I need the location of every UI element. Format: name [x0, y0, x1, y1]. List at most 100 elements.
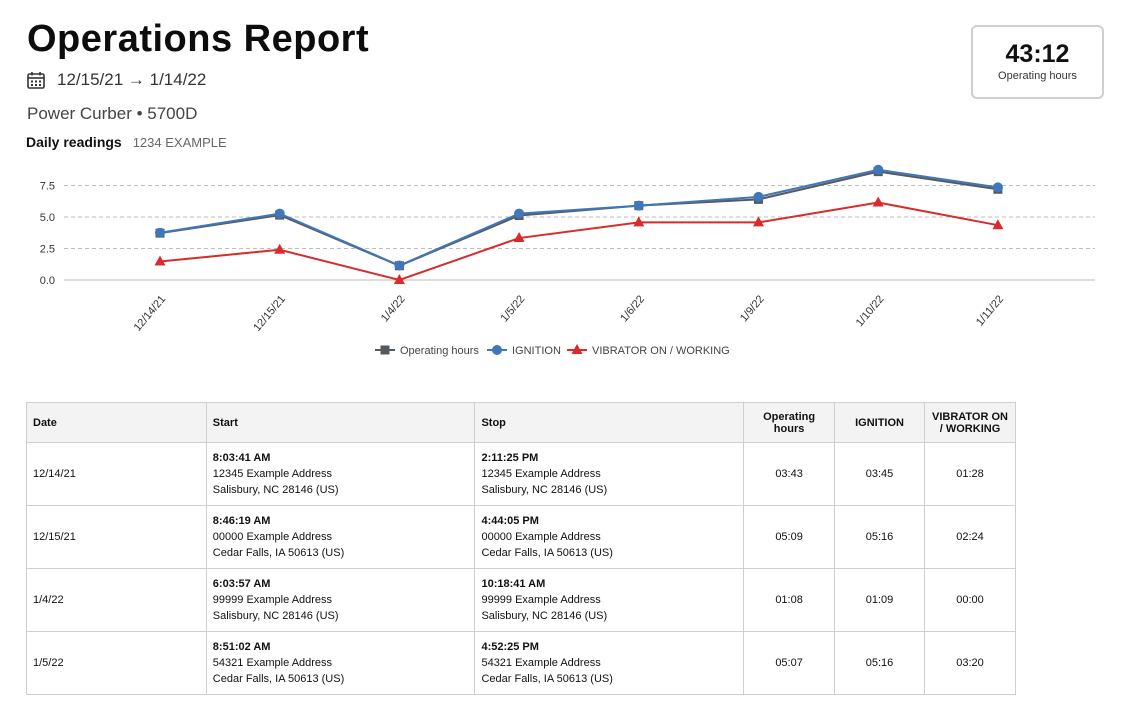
cell-date: 1/5/22	[27, 632, 207, 695]
cell-date: 1/4/22	[27, 569, 207, 632]
data-point-circle	[873, 165, 883, 175]
x-tick-label: 12/14/21	[132, 293, 169, 334]
cell-operating-hours: 03:43	[744, 443, 835, 506]
start-address: 54321 Example Address	[213, 655, 474, 671]
col-date[interactable]: Date	[27, 403, 207, 443]
start-address: 99999 Example Address	[213, 592, 474, 608]
data-point-circle	[514, 209, 524, 219]
x-tick-label: 1/4/22	[379, 293, 408, 324]
operating-hours-card: 43:12 Operating hours	[971, 25, 1104, 99]
cell-start: 8:03:41 AM 12345 Example Address Salisbu…	[206, 443, 475, 506]
operating-hours-total: 43:12	[973, 40, 1102, 69]
stop-time: 4:44:05 PM	[481, 513, 742, 529]
y-tick-label: 7.5	[40, 181, 55, 193]
col-ignition[interactable]: IGNITION	[835, 403, 925, 443]
start-city: Cedar Falls, IA 50613 (US)	[213, 545, 474, 561]
cell-vibrator: 00:00	[925, 569, 1016, 632]
table-header-row: Date Start Stop Operating hours IGNITION…	[27, 403, 1016, 443]
daily-readings-chart: 0.0 2.5 5.0 7.5 12/14/21 12/15/21 1/4/22 1/5/22…	[0, 160, 1132, 370]
series-line	[160, 203, 998, 280]
cell-ignition: 05:16	[835, 506, 925, 569]
cell-ignition: 03:45	[835, 443, 925, 506]
cell-vibrator: 01:28	[925, 443, 1016, 506]
y-tick-label: 5.0	[40, 212, 55, 224]
date-range: 12/15/21 → 1/14/22	[27, 70, 206, 90]
col-stop[interactable]: Stop	[475, 403, 744, 443]
cell-start: 8:46:19 AM 00000 Example Address Cedar F…	[206, 506, 475, 569]
start-city: Salisbury, NC 28146 (US)	[213, 482, 474, 498]
table-row: 12/15/21 8:46:19 AM 00000 Example Addres…	[27, 506, 1016, 569]
daily-readings-header: Daily readings 1234 EXAMPLE	[26, 134, 227, 150]
machine-name: Power Curber • 5700D	[27, 104, 197, 124]
y-tick-label: 0.0	[40, 275, 55, 287]
data-point-triangle	[873, 197, 884, 207]
data-point-circle	[993, 182, 1003, 192]
cell-ignition: 01:09	[835, 569, 925, 632]
stop-address: 54321 Example Address	[481, 655, 742, 671]
cell-stop: 4:44:05 PM 00000 Example Address Cedar F…	[475, 506, 744, 569]
stop-time: 10:18:41 AM	[481, 576, 742, 592]
cell-stop: 2:11:25 PM 12345 Example Address Salisbu…	[475, 443, 744, 506]
date-range-text: 12/15/21 → 1/14/22	[57, 70, 206, 90]
start-time: 8:03:41 AM	[213, 450, 474, 466]
cell-operating-hours: 01:08	[744, 569, 835, 632]
start-time: 8:51:02 AM	[213, 639, 474, 655]
series-circle	[155, 165, 1003, 271]
cell-date: 12/14/21	[27, 443, 207, 506]
daily-readings-label: Daily readings	[26, 134, 122, 150]
x-tick-label: 12/15/21	[251, 293, 288, 334]
start-time: 8:46:19 AM	[213, 513, 474, 529]
data-point-square	[381, 346, 390, 355]
data-point-circle	[492, 345, 502, 355]
start-city: Cedar Falls, IA 50613 (US)	[213, 671, 474, 687]
stop-city: Salisbury, NC 28146 (US)	[481, 482, 742, 498]
x-tick-label: 1/6/22	[618, 293, 647, 324]
chart-legend: Operating hours IGNITION VIBRATOR ON / WOR…	[375, 344, 730, 357]
table-row: 12/14/21 8:03:41 AM 12345 Example Addres…	[27, 443, 1016, 506]
table-row: 1/4/22 6:03:57 AM 99999 Example Address …	[27, 569, 1016, 632]
cell-operating-hours: 05:09	[744, 506, 835, 569]
stop-time: 2:11:25 PM	[481, 450, 742, 466]
cell-ignition: 05:16	[835, 632, 925, 695]
start-city: Salisbury, NC 28146 (US)	[213, 608, 474, 624]
cell-vibrator: 02:24	[925, 506, 1016, 569]
data-point-circle	[634, 201, 644, 211]
col-start[interactable]: Start	[206, 403, 475, 443]
x-tick-label: 1/10/22	[854, 293, 887, 329]
cell-stop: 10:18:41 AM 99999 Example Address Salisb…	[475, 569, 744, 632]
y-tick-label: 2.5	[40, 244, 55, 256]
data-point-circle	[155, 228, 165, 238]
stop-city: Cedar Falls, IA 50613 (US)	[481, 545, 742, 561]
stop-address: 99999 Example Address	[481, 592, 742, 608]
data-point-circle	[275, 209, 285, 219]
data-point-circle	[754, 192, 764, 202]
calendar-icon	[27, 71, 45, 89]
cell-date: 12/15/21	[27, 506, 207, 569]
cell-start: 6:03:57 AM 99999 Example Address Salisbu…	[206, 569, 475, 632]
cell-operating-hours: 05:07	[744, 632, 835, 695]
cell-start: 8:51:02 AM 54321 Example Address Cedar F…	[206, 632, 475, 695]
start-address: 12345 Example Address	[213, 466, 474, 482]
daily-readings-id: 1234 EXAMPLE	[133, 135, 227, 150]
start-time: 6:03:57 AM	[213, 576, 474, 592]
table-row: 1/5/22 8:51:02 AM 54321 Example Address …	[27, 632, 1016, 695]
legend-label: VIBRATOR ON / WORKING	[592, 345, 730, 357]
x-tick-label: 1/5/22	[499, 293, 528, 324]
stop-city: Cedar Falls, IA 50613 (US)	[481, 671, 742, 687]
stop-time: 4:52:25 PM	[481, 639, 742, 655]
cell-vibrator: 03:20	[925, 632, 1016, 695]
data-point-circle	[394, 261, 404, 271]
stop-address: 00000 Example Address	[481, 529, 742, 545]
series-square	[156, 167, 1003, 270]
legend-label: Operating hours	[400, 345, 479, 357]
col-vibrator[interactable]: VIBRATOR ON / WORKING	[925, 403, 1016, 443]
stop-city: Salisbury, NC 28146 (US)	[481, 608, 742, 624]
operating-hours-label: Operating hours	[973, 70, 1102, 82]
operations-table: Date Start Stop Operating hours IGNITION…	[26, 402, 1016, 695]
start-address: 00000 Example Address	[213, 529, 474, 545]
legend-label: IGNITION	[512, 345, 561, 357]
col-operating-hours[interactable]: Operating hours	[744, 403, 835, 443]
page-title: Operations Report	[27, 18, 369, 61]
x-tick-label: 1/11/22	[974, 293, 1006, 328]
stop-address: 12345 Example Address	[481, 466, 742, 482]
